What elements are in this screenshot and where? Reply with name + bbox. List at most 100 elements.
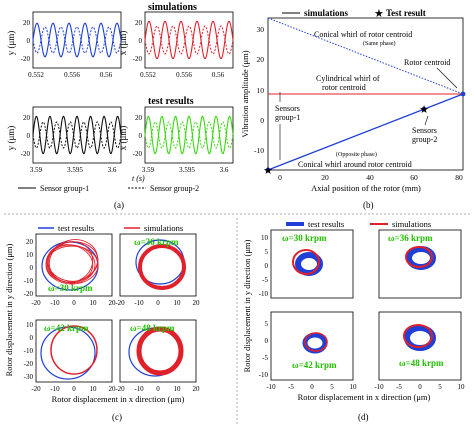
orbit-simulation [403,324,433,348]
y-tick-label: -5 [262,354,268,362]
panel-d: test results simulations ω=30 krpm ω=36 … [242,219,465,422]
y-tick-label: -20 [133,150,143,158]
y-tick-label: 0 [30,334,34,342]
caption-a: (a) [114,200,124,210]
speed-label-36: ω=36 krpm [134,237,179,247]
panel-a-plot-bottom-right: x (μm) 20 0 -20 3.59 3.595 3.6 [118,106,234,174]
y-tick-label: 10 [26,251,34,259]
plot-frame [119,233,197,297]
legend-simulations: simulations [392,219,431,229]
series-sensor-group-1 [32,22,122,58]
legend-sensor-group-2: Sensor group-2 [150,184,199,193]
annotation-conical-whirl-top: Conical whirl of rotor centroid [314,30,412,39]
plot-frame [144,11,234,69]
legend-test-results: test results [58,223,94,233]
y-axis-label: Vibration amplitude (μm) [240,50,250,137]
x-tick-label: 5 [330,383,334,391]
series-conical-whirl-same-phase [267,17,464,95]
y-tick-label: 0 [265,262,269,270]
test-result-point [265,167,271,173]
panel-a-plot-top-left: y (μm) 20 0 -20 0.552 0.556 0.56 [6,11,122,79]
y-tick-label: 10 [257,86,265,95]
y-tick-label: -5 [262,276,268,284]
annotation-sensors-group-1a: Sensors [275,104,300,113]
x-tick-label: 3.59 [30,166,43,174]
y-axis-label: Rotor displacement in y direction (μm) [4,243,14,376]
rotor-centroid-point [460,91,466,97]
y-tick-label: 10 [261,234,269,242]
y-tick-label: 20 [135,19,143,27]
speed-label-30: ω=30 krpm [48,283,93,293]
speed-label-30: ω=30 krpm [282,233,327,243]
panel-a-title-simulations: simulations [148,2,197,13]
legend-sensor-group-1: Sensor group-1 [40,184,89,193]
y-tick-label: -30 [24,373,34,381]
x-tick-label: 0.552 [28,71,44,79]
x-tick-label: 0 [156,299,160,307]
x-tick-label: 0.552 [140,71,156,79]
x-tick-label: 0 [72,385,76,393]
x-tick-label: 10 [174,385,182,393]
y-tick-label: -10 [259,290,269,298]
x-tick-label: 0.556 [176,71,192,79]
orbit-simulation [50,325,98,375]
panel-a-title-test-results: test results [148,96,194,107]
plot-frame [35,319,113,383]
time-axis-label: t (s) [132,174,145,183]
x-tick-label: 0 [310,383,314,391]
plot-frame [35,233,113,297]
annotation-sensors-group-2b: group-2 [412,135,437,144]
caption-b: (b) [363,200,374,210]
panel-a: simulations test results y (μm) 20 0 -20… [6,2,234,210]
orbit-simulation [405,246,433,268]
speed-label-48: ω=48 krpm [399,358,444,368]
annotation-cylindrical-1: Cylindrical whirl of [316,74,380,83]
x-tick-label: 3.6 [220,166,229,174]
y-tick-label: 20 [26,238,34,246]
y-tick-label: -20 [133,55,143,63]
caption-d: (d) [358,412,369,422]
series-sensor-group-1 [144,20,234,60]
x-axis-label: Rotor displacement in x direction (μm) [52,394,185,404]
y-tick-label: 0 [27,132,31,140]
annotation-sensors-group-2a: Sensors [412,126,437,135]
speed-label-42: ω=42 krpm [292,360,337,370]
x-tick-label: 20 [109,299,117,307]
x-tick-label: 0.56 [100,71,113,79]
test-result-star: ★ [419,104,429,116]
x-tick-label: 3.595 [67,166,83,174]
x-tick-label: -20 [115,299,125,307]
x-tick-label: 0.56 [212,71,225,79]
x-tick-label: 5 [438,383,442,391]
orbit-simulation [138,244,186,290]
y-tick-label: -20 [24,360,34,368]
x-tick-label: 10 [90,385,98,393]
x-tick-label: 10 [90,299,98,307]
x-tick-label: 80 [455,173,463,182]
series-sensor-group-2 [32,121,122,149]
x-tick-label: -20 [31,299,41,307]
y-tick-label: -10 [24,277,34,285]
orbit-test [40,326,96,380]
x-tick-label: -10 [134,385,144,393]
orbit-simulation [136,326,184,376]
plot-frame [378,311,462,381]
annotation-opposite-phase: (Opposite phase) [336,151,377,158]
x-tick-label: -20 [115,385,125,393]
plot-frame [270,311,354,381]
y-tick-label: 20 [23,19,31,27]
test-result-star: ★ [263,165,273,177]
x-tick-label: 20 [193,299,201,307]
panel-a-plot-bottom-left: y (μm) 20 0 -20 3.59 3.595 3.6 [6,106,122,174]
x-tick-label: 20 [193,385,201,393]
plot-frame [378,229,462,299]
series-conical-whirl-opposite-phase [267,93,464,171]
y-tick-label: 20 [23,114,31,122]
x-tick-label: 0 [156,385,160,393]
x-tick-label: 20 [109,385,117,393]
y-axis-label: y (μm) [6,31,16,56]
x-tick-label: 3.59 [142,166,155,174]
panel-a-plot-top-right: x (μm) 20 0 -20 0.552 0.556 0.56 [118,11,234,79]
orbit-simulation [45,239,99,285]
